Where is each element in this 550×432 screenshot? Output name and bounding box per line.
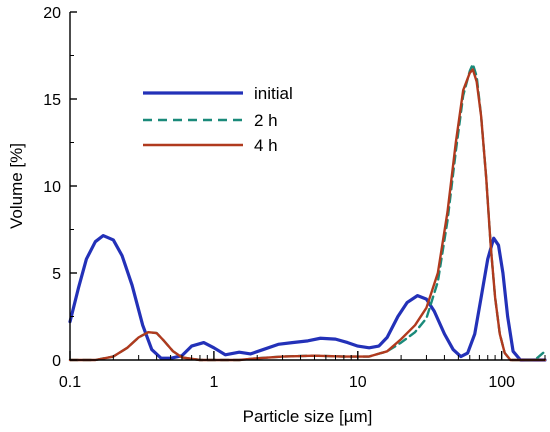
y-tick-label: 20 <box>43 5 61 22</box>
y-tick-label: 5 <box>52 266 61 283</box>
legend-label-4-h: 4 h <box>254 136 278 155</box>
legend: initial 2 h 4 h <box>143 84 293 155</box>
x-tick-label: 0.1 <box>59 374 81 391</box>
axes-layer: 0 5 10 15 20 0.1 1 10 100 <box>43 5 546 391</box>
y-tick-label: 15 <box>43 92 61 109</box>
series-line-initial <box>68 233 547 362</box>
y-axis-title: Volume [%] <box>7 143 26 229</box>
x-axis-title: Particle size [µm] <box>243 407 373 426</box>
series-line-4-h <box>68 68 547 362</box>
legend-label-initial: initial <box>254 84 293 103</box>
plot-layer <box>68 63 547 362</box>
x-tick-label: 100 <box>488 374 515 391</box>
y-tick-label: 0 <box>52 353 61 370</box>
x-tick-label: 1 <box>209 374 218 391</box>
y-tick-label: 10 <box>43 179 61 196</box>
x-tick-label: 10 <box>349 374 367 391</box>
legend-label-2-h: 2 h <box>254 111 278 130</box>
